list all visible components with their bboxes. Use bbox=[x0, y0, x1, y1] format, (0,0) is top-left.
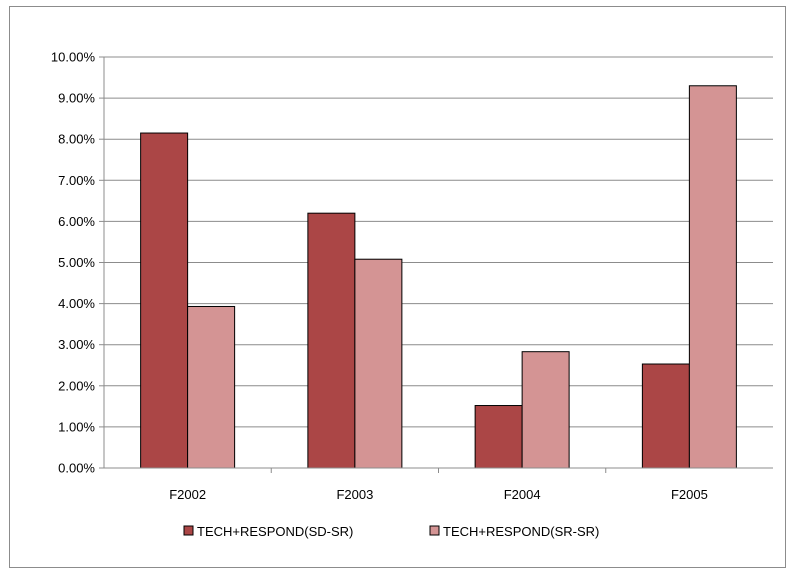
legend-label: TECH+RESPOND(SD-SR) bbox=[197, 524, 353, 539]
x-axis-tick-labels: F2002 F2003 F2004 F2005 bbox=[169, 487, 708, 502]
y-tick-label: 7.00% bbox=[58, 173, 95, 188]
axes bbox=[103, 57, 773, 469]
bar bbox=[688, 85, 737, 469]
y-tick-label: 4.00% bbox=[58, 296, 95, 311]
x-tick-label: F2002 bbox=[169, 487, 206, 502]
bar bbox=[354, 258, 403, 469]
legend-swatch bbox=[183, 525, 194, 536]
y-tick-label: 10.00% bbox=[51, 50, 96, 65]
legend: TECH+RESPOND(SD-SR) TECH+RESPOND(SR-SR) bbox=[183, 524, 599, 539]
bar bbox=[474, 405, 523, 469]
x-tick-label: F2003 bbox=[336, 487, 373, 502]
bars bbox=[140, 85, 737, 469]
y-tick-label: 0.00% bbox=[58, 461, 95, 476]
y-tick-label: 5.00% bbox=[58, 255, 95, 270]
y-tick-label: 6.00% bbox=[58, 214, 95, 229]
y-axis-tick-labels: 0.00% 1.00% 2.00% 3.00% 4.00% 5.00% 6.00% 7.00%… bbox=[51, 50, 96, 476]
y-tick-label: 2.00% bbox=[58, 378, 95, 393]
x-tick-label: F2005 bbox=[671, 487, 708, 502]
legend-label: TECH+RESPOND(SR-SR) bbox=[443, 524, 599, 539]
bar bbox=[641, 363, 690, 469]
bar bbox=[140, 132, 189, 469]
y-tick-label: 3.00% bbox=[58, 337, 95, 352]
bar bbox=[521, 351, 570, 469]
bar bbox=[187, 305, 236, 469]
y-tick-label: 1.00% bbox=[58, 419, 95, 434]
bar bbox=[307, 212, 356, 469]
x-tick-label: F2004 bbox=[504, 487, 541, 502]
legend-swatch bbox=[429, 525, 440, 536]
y-tick-label: 8.00% bbox=[58, 132, 95, 147]
y-tick-label: 9.00% bbox=[58, 91, 95, 106]
